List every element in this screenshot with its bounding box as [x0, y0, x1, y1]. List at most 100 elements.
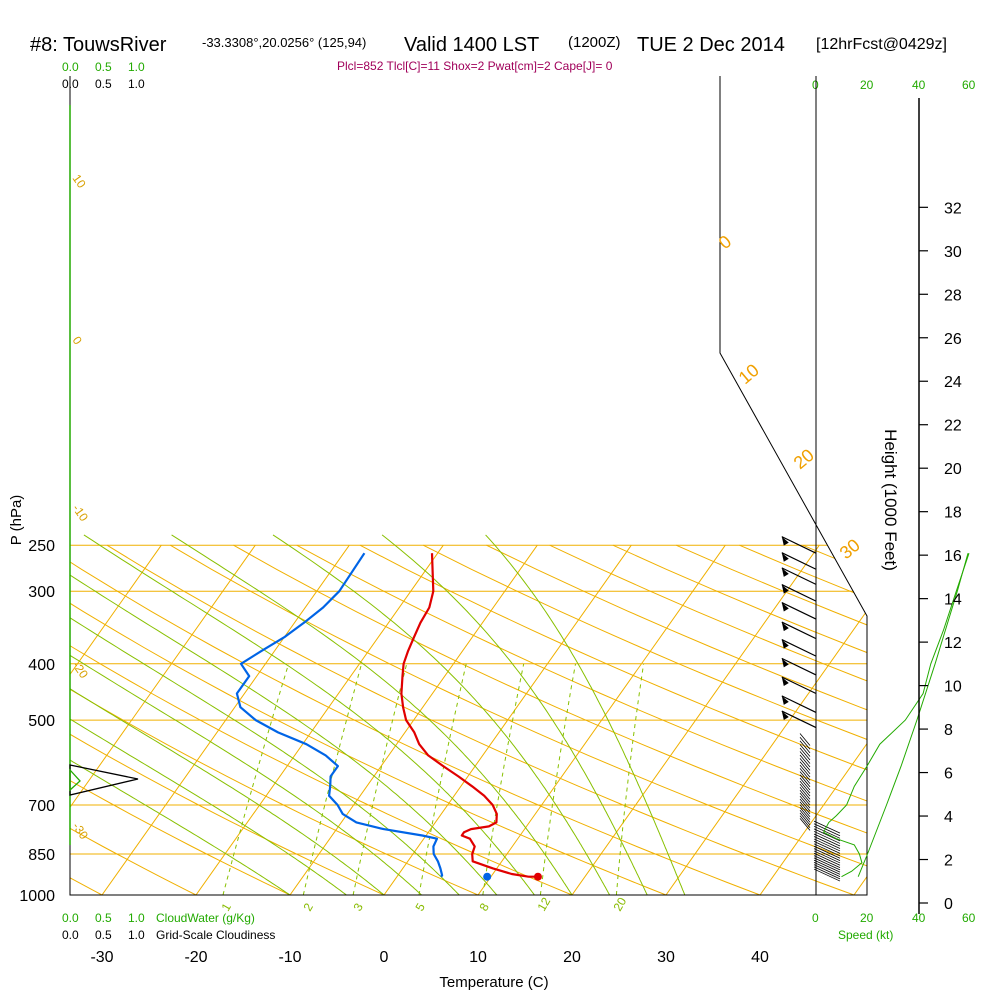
wind-barb-low	[799, 751, 811, 764]
wind-speed-curve	[822, 553, 970, 878]
dry-adiabat-line	[70, 544, 793, 895]
temperature-tick-label: 0	[380, 949, 389, 966]
height-tick-label: 18	[944, 505, 962, 522]
wind-barb	[781, 567, 817, 585]
speed-scale-bottom: 0 20 40 60 Speed (kt)	[812, 911, 976, 942]
forecast-date: TUE 2 Dec 2014	[637, 34, 785, 56]
wind-barb-low	[799, 810, 811, 823]
wind-barb-low	[799, 798, 811, 812]
isotherm-label: 30	[836, 535, 864, 563]
wind-barb-low	[813, 866, 841, 880]
dry-adiabat-line	[359, 544, 867, 895]
height-tick-label: 8	[944, 722, 953, 739]
wind-barb-low	[813, 836, 841, 849]
cloud-scale-black-2: 1.0	[128, 77, 145, 91]
mixing-ratio-label: 20	[610, 895, 629, 914]
wind-barb-low	[813, 864, 841, 878]
height-tick-label: 10	[944, 679, 962, 696]
height-tick-label: 0	[944, 896, 953, 913]
wind-barb-low	[799, 740, 811, 754]
stability-indices: Plcl=852 Tlcl[C]=11 Shox=2 Pwat[cm]=2 Ca…	[337, 59, 613, 73]
isotherm-label: 10	[735, 360, 763, 388]
dry-adiabat-line	[929, 545, 1000, 907]
temperature-tick-label: -20	[184, 949, 207, 966]
isotherm-label: -20	[70, 659, 92, 682]
wind-barb	[781, 639, 817, 657]
cloud-water-profile	[69, 768, 81, 792]
wind-barb-low	[799, 736, 811, 750]
wind-barb-low	[799, 747, 811, 761]
dry-adiabat-line	[106, 544, 867, 895]
isotherm-label: 0	[70, 334, 85, 348]
wind-barb-low	[799, 754, 811, 768]
cloud-scale-bottom-green-2: 1.0	[128, 911, 145, 925]
sounding-series	[235, 552, 542, 881]
dry-adiabat-line	[70, 544, 126, 895]
dry-adiabat-line	[70, 544, 412, 895]
moist-adiabat-line	[70, 534, 347, 895]
surface-temperature-point	[533, 872, 542, 881]
dewpoint-line	[235, 552, 444, 878]
wind-barb-low	[813, 852, 841, 866]
cloud-water-label: CloudWater (g/Kg)	[156, 911, 255, 925]
mixing-ratio-line	[352, 663, 408, 895]
wind-barb-low	[799, 815, 811, 828]
speed-tick-bottom-0: 0	[812, 911, 819, 925]
dry-adiabat-line	[170, 544, 867, 895]
wind-barb-low	[813, 848, 841, 861]
dry-adiabat-line	[486, 544, 867, 895]
cloud-scale-green-0: 0.0	[62, 60, 79, 74]
speed-tick-bottom-60: 60	[962, 911, 976, 925]
wind-barb-low	[799, 792, 811, 806]
moist-adiabat-line	[70, 534, 291, 895]
mixing-ratio-line	[615, 663, 645, 895]
isotherm-line	[289, 544, 538, 895]
wind-barb-low	[813, 868, 841, 882]
isotherm-label: 20	[790, 445, 818, 473]
moist-adiabat-line	[70, 534, 460, 895]
wind-barb-low	[799, 764, 811, 778]
mixing-ratio-label: 2	[300, 900, 316, 913]
temperature-axis-label: Temperature (C)	[439, 974, 548, 991]
mixing-ratio-label: 5	[412, 900, 428, 913]
wind-barb-low	[813, 831, 841, 844]
wind-barb-low	[799, 786, 811, 800]
wind-barb	[781, 676, 817, 695]
temperature-ticks: -30 -20 -10 0 10 20 30 40	[90, 949, 769, 966]
isotherm-line	[101, 544, 350, 895]
wind-barb-low	[799, 812, 811, 826]
dry-adiabat-line	[233, 544, 867, 895]
wind-barb	[781, 536, 817, 554]
dry-adiabat-line	[422, 544, 867, 895]
height-tick-label: 2	[944, 853, 953, 870]
cloud-scale-bottom: 0.0 0.5 1.0 CloudWater (g/Kg) 0.0 0.5 1.…	[62, 911, 275, 942]
speed-tick-top-20: 20	[860, 78, 874, 92]
height-axis-label: Height (1000 Feet)	[881, 429, 900, 571]
valid-time: Valid 1400 LST	[404, 34, 539, 56]
temperature-tick-label: -10	[278, 949, 301, 966]
wind-barb-low	[799, 789, 811, 803]
cloud-scale-bottom-black-1: 0.5	[95, 928, 112, 942]
mixing-ratio-line	[482, 663, 525, 895]
speed-tick-top-60: 60	[962, 78, 976, 92]
wind-barb	[781, 695, 817, 713]
isotherm-line	[70, 544, 256, 895]
wind-barb-low	[799, 758, 811, 771]
wind-barb-low	[813, 841, 841, 854]
wind-barb-low	[799, 818, 811, 831]
mixing-ratio-line	[222, 663, 290, 895]
wind-barb-low	[799, 780, 811, 794]
cloudiness-label: Grid-Scale Cloudiness	[156, 928, 275, 942]
wind-barb	[781, 552, 817, 570]
temperature-tick-label: 30	[657, 949, 675, 966]
height-tick-label: 20	[944, 461, 962, 478]
isotherm-line	[665, 544, 867, 895]
cloud-scale-bottom-green-0: 0.0	[62, 911, 79, 925]
moist-adiabat-line	[70, 534, 385, 895]
wind-barb-low	[813, 823, 841, 837]
pressure-tick-label: 250	[28, 538, 55, 555]
wind-barb-low	[799, 761, 811, 775]
moist-adiabat-line	[381, 534, 648, 895]
pressure-tick-label: 400	[28, 657, 55, 674]
wind-barb-low	[813, 833, 841, 847]
